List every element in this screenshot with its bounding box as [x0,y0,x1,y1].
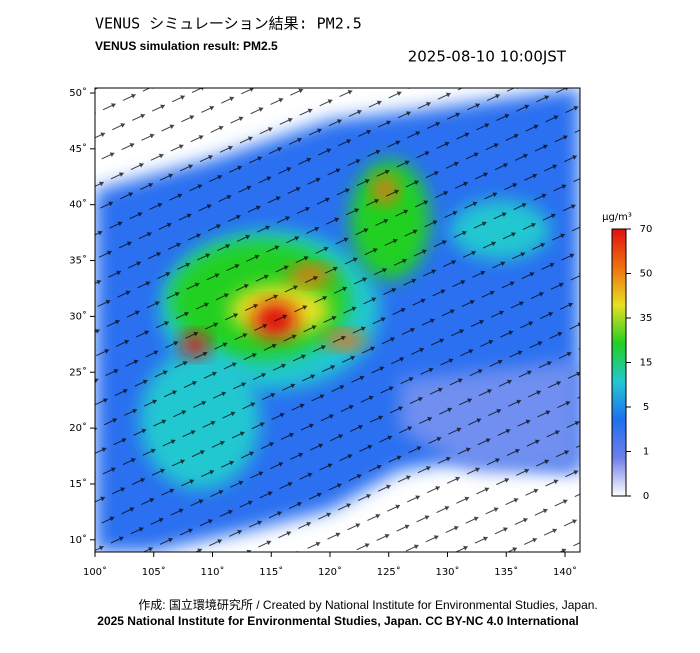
lat-tick-label: 40˚ [69,199,87,211]
lon-tick-label: 115˚ [259,566,283,578]
map-frame [94,87,581,553]
footer-credit: 作成: 国立環境研究所 / Created by National Instit… [138,597,598,612]
lat-tick-label: 15˚ [69,478,87,490]
colorbar-tick-label: 50 [640,269,653,280]
lon-tick-label: 105˚ [142,566,166,578]
lon-tick-label: 130˚ [435,566,459,578]
lat-tick-label: 35˚ [69,255,87,267]
lat-tick-label: 10˚ [69,534,87,546]
lat-tick-label: 25˚ [69,366,87,378]
footer-license: 2025 National Institute for Environmenta… [97,614,578,628]
lon-tick-label: 125˚ [377,566,401,578]
lon-tick-label: 135˚ [494,566,518,578]
lat-tick-label: 30˚ [69,310,87,322]
colorbar-tick-label: 15 [640,358,653,369]
lon-tick-label: 100˚ [83,566,107,578]
lat-tick-label: 50˚ [69,87,87,99]
colorbar-tick-label: 35 [640,313,653,324]
lon-tick-label: 140˚ [553,566,577,578]
map-field [95,88,580,552]
colorbar-unit: μg/m³ [602,212,632,223]
colorbar-tick-label: 70 [640,224,653,235]
title-jp: VENUS シミュレーション結果: PM2.5 [95,15,362,33]
lon-tick-label: 120˚ [318,566,342,578]
timestamp: 2025-08-10 10:00JST [408,48,567,66]
lon-tick-label: 110˚ [200,566,224,578]
colorbar-tick-label: 0 [643,491,649,502]
colorbar-tick-label: 1 [643,447,649,458]
colorbar-tick-label: 5 [643,402,649,413]
colorbar [611,228,627,497]
lat-tick-label: 45˚ [69,143,87,155]
lat-tick-label: 20˚ [69,422,87,434]
title-en: VENUS simulation result: PM2.5 [95,39,278,53]
